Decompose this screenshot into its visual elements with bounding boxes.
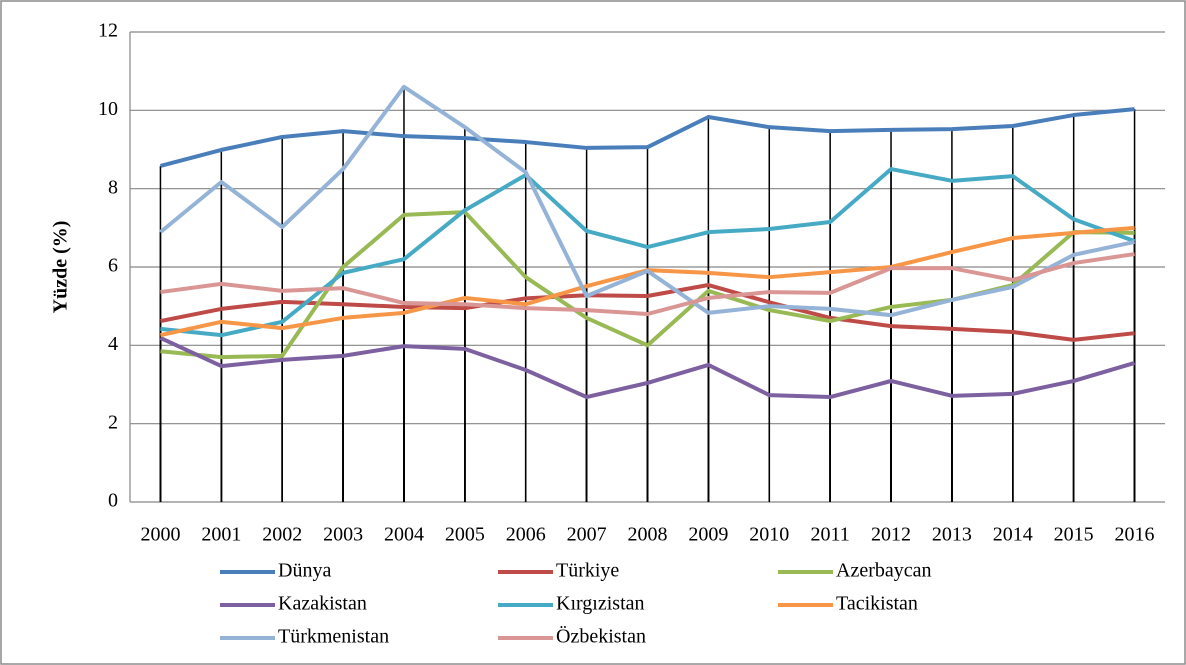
- x-tick-label: 2009: [688, 524, 728, 546]
- legend-label: Dünya: [278, 560, 331, 582]
- y-tick-label: 8: [108, 176, 118, 198]
- series-line: [159, 107, 1135, 168]
- x-tick-label: 2014: [993, 524, 1033, 546]
- x-tick-label: 2007: [567, 524, 607, 546]
- series-line: [159, 336, 1136, 400]
- y-tick-label: 4: [108, 333, 118, 355]
- series-line: [159, 84, 1135, 318]
- y-tick-label: 6: [108, 255, 118, 277]
- y-tick-label: 10: [98, 98, 118, 120]
- x-tick-label: 2002: [262, 524, 302, 546]
- y-tick-label: 0: [108, 490, 118, 512]
- legend-label: Azerbaycan: [836, 560, 932, 582]
- legend-label: Türkiye: [556, 560, 619, 582]
- legend-label: Kırgızistan: [556, 593, 645, 615]
- series-line: [160, 252, 1135, 316]
- legend-label: Özbekistan: [556, 625, 646, 648]
- legend-label: Tacikistan: [836, 593, 918, 615]
- x-tick-label: 2005: [445, 524, 485, 546]
- x-tick-label: 2010: [749, 524, 789, 546]
- x-tick-label: 2013: [932, 524, 972, 546]
- y-axis-label: Yüzde (%): [50, 221, 72, 314]
- legend-label: Türkmenistan: [278, 626, 389, 648]
- x-tick-label: 2008: [628, 524, 668, 546]
- y-tick-label: 12: [98, 20, 118, 42]
- x-tick-label: 2000: [140, 524, 180, 546]
- y-tick-label: 2: [108, 411, 118, 433]
- x-tick-label: 2016: [1115, 524, 1155, 546]
- x-tick-label: 2003: [323, 524, 363, 546]
- legend-label: Kazakistan: [278, 593, 367, 615]
- x-tick-label: 2015: [1054, 524, 1094, 546]
- series-line: [160, 283, 1135, 342]
- x-tick-label: 2001: [201, 524, 241, 546]
- x-tick-label: 2004: [384, 524, 424, 546]
- x-tick-label: 2012: [871, 524, 911, 546]
- x-tick-label: 2006: [506, 524, 546, 546]
- x-tick-label: 2011: [811, 524, 850, 546]
